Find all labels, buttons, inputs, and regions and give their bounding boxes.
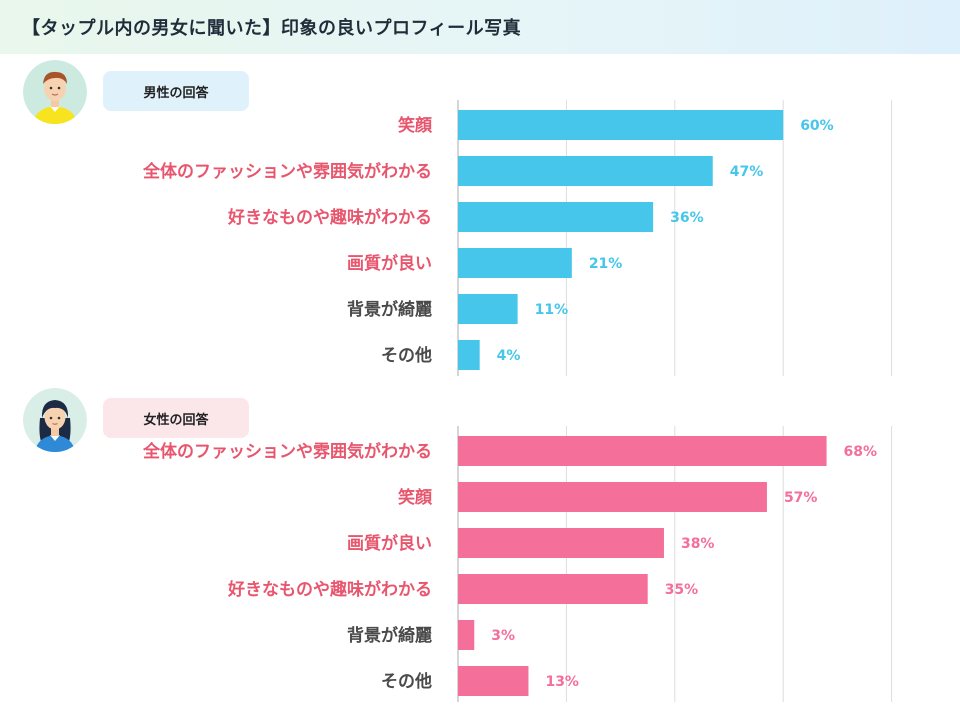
male-value-label: 60% [800,118,834,134]
female-category-label: 背景が綺麗 [347,625,432,646]
female-value-label: 38% [681,536,715,552]
male-avatar-icon [23,60,87,124]
female-value-label: 57% [784,490,818,506]
female-value-label: 13% [545,674,579,690]
male-category-label: 全体のファッションや雰囲気がわかる [142,161,432,182]
male-bar [458,340,480,370]
male-category-label: 背景が綺麗 [347,299,432,320]
page-header: 【タップル内の男女に聞いた】印象の良いプロフィール写真 [0,0,960,54]
male-category-label: 笑顔 [398,115,433,136]
page-title: 【タップル内の男女に聞いた】印象の良いプロフィール写真 [22,18,522,39]
female-bar [458,436,827,466]
male-bar [458,294,518,324]
male-value-label: 11% [535,302,569,318]
male-category-label: 画質が良い [347,253,432,274]
male-value-label: 21% [589,256,623,272]
male-category-label: その他 [381,345,432,366]
female-value-label: 3% [491,628,515,644]
female-category-label: 笑顔 [398,487,433,508]
female-category-label: 好きなものや趣味がわかる [227,579,432,600]
male-bar [458,248,572,278]
male-bar [458,202,654,232]
female-chart-svg: 全体のファッションや雰囲気がわかる 68% 笑顔 57% 画質が良い 38% 好きなものや趣… [142,426,893,702]
male-bar-chart: 笑顔 60% 全体のファッションや雰囲気がわかる 47% 好きなものや趣味がわかる 36%… [0,96,960,396]
female-value-label: 35% [665,582,699,598]
male-bar [458,156,713,186]
female-bar [458,620,475,650]
female-bar [458,482,767,512]
female-value-label: 68% [844,444,878,460]
male-bar [458,110,784,140]
female-category-label: 画質が良い [347,533,432,554]
female-avatar-icon [23,388,87,452]
female-bar [458,574,648,604]
female-bar-chart: 全体のファッションや雰囲気がわかる 68% 笑顔 57% 画質が良い 38% 好きなものや趣… [0,422,960,722]
female-category-label: その他 [381,671,432,692]
female-bar [458,666,529,696]
male-value-label: 4% [497,348,521,364]
male-value-label: 36% [670,210,704,226]
female-answer-tag: 女性の回答 [103,398,249,438]
male-value-label: 47% [730,164,764,180]
male-category-label: 好きなものや趣味がわかる [227,207,432,228]
female-category-label: 全体のファッションや雰囲気がわかる [142,441,432,462]
male-chart-svg: 笑顔 60% 全体のファッションや雰囲気がわかる 47% 好きなものや趣味がわかる 36%… [142,100,893,376]
female-bar [458,528,664,558]
male-answer-tag: 男性の回答 [103,71,249,111]
